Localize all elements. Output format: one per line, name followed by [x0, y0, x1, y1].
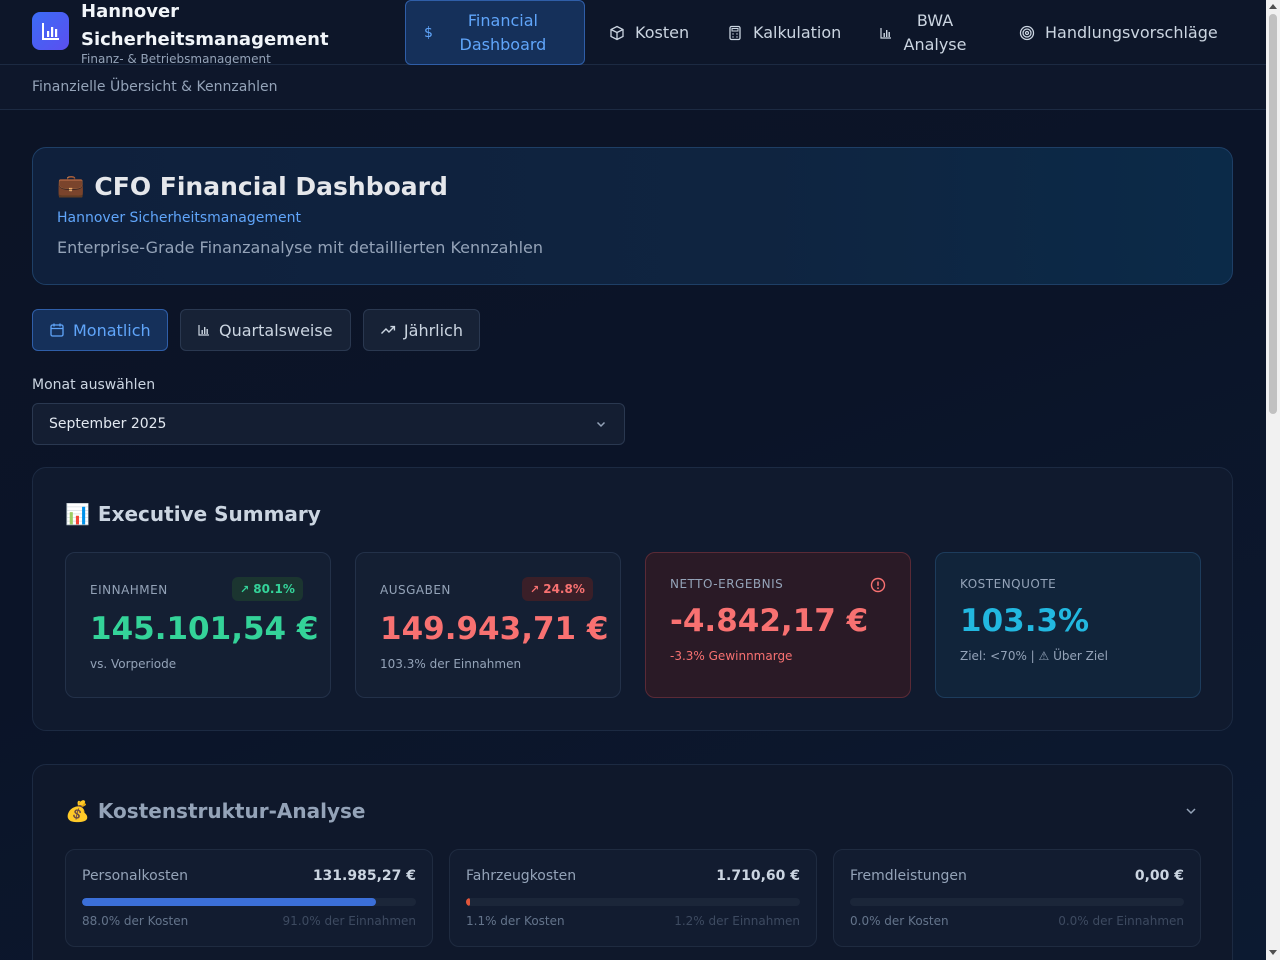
cost-name: Fremdleistungen	[850, 868, 967, 884]
cost-share-costs: 1.1% der Kosten	[466, 914, 565, 928]
kpi-subtext: vs. Vorperiode	[90, 657, 177, 671]
bar-chart-icon	[880, 27, 891, 39]
page-title: 💼 CFO Financial Dashboard	[57, 172, 448, 201]
cost-progress-track	[850, 898, 1184, 906]
chevron-down-icon	[596, 421, 606, 428]
kpi-card-netto-ergebnis: NETTO-ERGEBNIS -4.842,17 € -3.3% Gewinnm…	[645, 552, 911, 698]
brand-subtitle: Finanz- & Betriebsmanagement	[81, 52, 271, 66]
kpi-label: KOSTENQUOTE	[960, 577, 1057, 591]
cost-share-costs: 88.0% der Kosten	[82, 914, 189, 928]
period-button-jaehrlich[interactable]: Jährlich	[363, 309, 480, 351]
cost-item-fahrzeugkosten: Fahrzeugkosten 1.710,60 € 1.1% der Koste…	[449, 849, 817, 947]
trend-badge-value: 80.1%	[253, 582, 295, 596]
money-bag-icon: 💰	[65, 799, 90, 823]
nav-item-kalkulation[interactable]: Kalkulation	[727, 0, 841, 65]
nav-item-financial-dashboard[interactable]: $ Financial Dashboard	[405, 0, 585, 65]
period-button-label: Quartalsweise	[219, 320, 333, 340]
cost-item-personalkosten: Personalkosten 131.985,27 € 88.0% der Ko…	[65, 849, 433, 947]
cost-progress-fill	[82, 898, 376, 906]
cost-progress-track	[466, 898, 800, 906]
section-title: 📊 Executive Summary	[65, 502, 321, 526]
alert-circle-icon	[870, 577, 886, 593]
cost-share-costs: 0.0% der Kosten	[850, 914, 949, 928]
cost-share-income: 1.2% der Einnahmen	[674, 914, 800, 928]
trend-badge-value: 24.8%	[543, 582, 585, 596]
target-icon	[1019, 25, 1035, 40]
box-icon	[610, 25, 624, 40]
trend-up-icon: ↗	[530, 582, 540, 596]
brand-logo[interactable]	[32, 12, 69, 50]
kpi-card-ausgaben: AUSGABEN ↗ 24.8% 149.943,71 € 103.3% der…	[355, 552, 621, 698]
kpi-value: 149.943,71 €	[380, 611, 609, 647]
page-title-text: CFO Financial Dashboard	[94, 172, 448, 201]
vertical-scrollbar[interactable]	[1266, 0, 1280, 960]
kpi-value: 145.101,54 €	[90, 611, 319, 647]
cost-progress-track	[82, 898, 416, 906]
kpi-subtext: 103.3% der Einnahmen	[380, 657, 522, 671]
nav-item-bwa-analyse[interactable]: BWA Analyse	[879, 0, 967, 65]
brand-title: Hannover Sicherheitsmanagement	[81, 1, 329, 50]
bar-chart-icon	[198, 325, 209, 336]
top-navigation: Hannover Sicherheitsmanagement Finanz- &…	[0, 0, 1266, 66]
scrollbar-thumb[interactable]	[1269, 14, 1277, 414]
nav-item-handlungsvorschlaege[interactable]: Handlungsvorschläge	[1019, 0, 1218, 65]
month-select-value: September 2025	[49, 416, 167, 432]
period-button-label: Jährlich	[403, 320, 463, 340]
kpi-label: NETTO-ERGEBNIS	[670, 577, 784, 591]
nav-item-label: Handlungsvorschläge	[1045, 22, 1218, 42]
nav-item-kosten[interactable]: Kosten	[609, 0, 689, 65]
trend-badge: ↗ 80.1%	[232, 577, 303, 601]
cost-item-fremdleistungen: Fremdleistungen 0,00 € 0.0% der Kosten 0…	[833, 849, 1201, 947]
section-title-text: Executive Summary	[97, 502, 321, 526]
chevron-down-icon[interactable]	[1183, 803, 1199, 819]
executive-summary-panel: 📊 Executive Summary EINNAHMEN ↗ 80.1% 14…	[32, 467, 1233, 731]
section-title: 💰 Kostenstruktur-Analyse	[65, 799, 365, 823]
cost-structure-panel: 💰 Kostenstruktur-Analyse Personalkosten …	[32, 764, 1233, 960]
period-button-label: Monatlich	[73, 320, 151, 340]
nav-item-label: Financial Dashboard	[459, 10, 547, 54]
cost-amount: 0,00 €	[1134, 868, 1184, 884]
kpi-value: 103.3%	[960, 603, 1090, 639]
period-button-monatlich[interactable]: Monatlich	[32, 309, 168, 351]
cost-amount: 1.710,60 €	[716, 868, 800, 884]
month-select-label: Monat auswählen	[32, 377, 156, 393]
kpi-card-einnahmen: EINNAHMEN ↗ 80.1% 145.101,54 € vs. Vorpe…	[65, 552, 331, 698]
bar-chart-icon	[41, 23, 59, 40]
dashboard-header-card: 💼 CFO Financial Dashboard Hannover Siche…	[32, 147, 1233, 285]
kpi-subtext: Ziel: <70% | ⚠ Über Ziel	[960, 649, 1108, 663]
trend-up-icon: ↗	[240, 582, 250, 596]
breadcrumb-bar: Finanzielle Übersicht & Kennzahlen	[0, 65, 1266, 110]
dollar-icon: $	[424, 24, 433, 41]
scroll-down-arrow-icon[interactable]	[1269, 950, 1277, 955]
calendar-icon	[50, 323, 64, 337]
page-description: Enterprise-Grade Finanzanalyse mit detai…	[57, 238, 544, 257]
calculator-icon	[729, 25, 741, 40]
trend-badge: ↗ 24.8%	[522, 577, 593, 601]
section-title-text: Kostenstruktur-Analyse	[97, 799, 366, 823]
cost-share-income: 0.0% der Einnahmen	[1058, 914, 1184, 928]
cost-share-income: 91.0% der Einnahmen	[282, 914, 416, 928]
briefcase-icon: 💼	[57, 174, 85, 199]
organization-name: Hannover Sicherheitsmanagement	[57, 210, 301, 226]
nav-item-label: Kalkulation	[753, 22, 842, 42]
nav-item-label: BWA Analyse	[903, 10, 967, 54]
kpi-card-kostenquote: KOSTENQUOTE 103.3% Ziel: <70% | ⚠ Über Z…	[935, 552, 1201, 698]
cost-progress-fill	[466, 898, 470, 906]
cost-name: Fahrzeugkosten	[466, 868, 577, 884]
kpi-value: -4.842,17 €	[670, 603, 869, 639]
page-subtitle: Finanzielle Übersicht & Kennzahlen	[32, 79, 278, 95]
period-button-quartalsweise[interactable]: Quartalsweise	[180, 309, 351, 351]
kpi-subtext: -3.3% Gewinnmarge	[670, 649, 793, 663]
kpi-label: EINNAHMEN	[90, 583, 168, 597]
cost-name: Personalkosten	[82, 868, 188, 884]
month-select[interactable]: September 2025	[32, 403, 625, 445]
cost-amount: 131.985,27 €	[312, 868, 416, 884]
scroll-up-arrow-icon[interactable]	[1269, 4, 1277, 9]
trending-up-icon	[381, 325, 396, 334]
chart-emoji-icon: 📊	[65, 502, 90, 526]
nav-item-label: Kosten	[635, 22, 690, 42]
kpi-label: AUSGABEN	[380, 583, 451, 597]
